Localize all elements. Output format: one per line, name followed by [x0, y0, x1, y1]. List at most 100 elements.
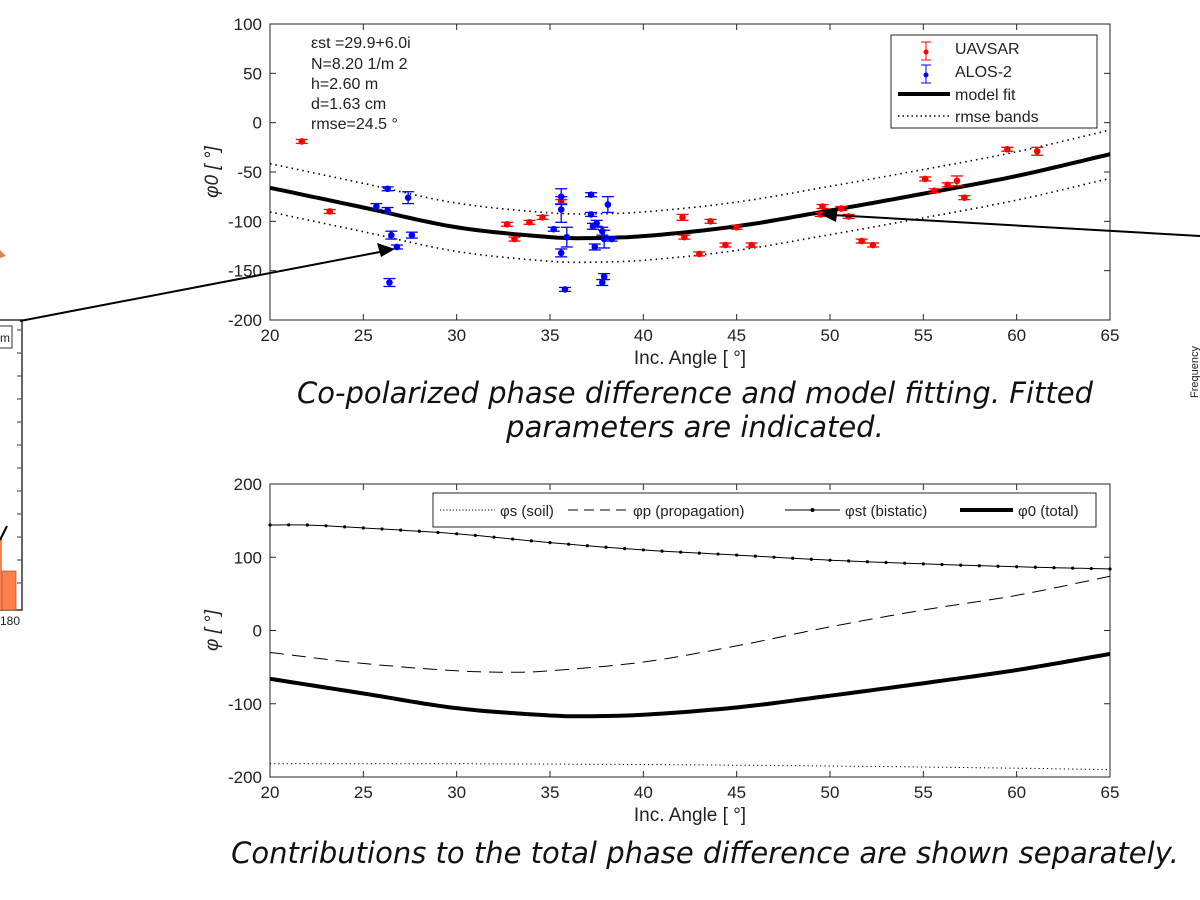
data-marker — [608, 235, 615, 243]
uavsar-point — [1031, 146, 1044, 156]
x-tick-label: 50 — [821, 326, 840, 345]
data-marker — [837, 205, 845, 212]
series-marker — [529, 539, 533, 543]
left-tick-label: 180 — [0, 614, 20, 628]
data-marker — [598, 279, 606, 286]
data-marker — [557, 249, 565, 257]
y-axis-label: φ0 [ °] — [202, 145, 223, 197]
series-marker — [1052, 566, 1056, 570]
x-tick-label: 60 — [1007, 326, 1026, 345]
series-marker — [921, 562, 925, 566]
legend-marker — [923, 49, 929, 55]
left-legend-fragment: m — [0, 331, 10, 345]
data-marker — [384, 185, 391, 193]
y-tick-label: -200 — [228, 768, 262, 787]
series-marker — [791, 556, 795, 560]
y-tick-label: 50 — [243, 64, 262, 83]
x-tick-label: 55 — [914, 783, 933, 802]
data-marker — [563, 233, 571, 241]
data-marker — [931, 187, 938, 195]
series-marker — [567, 542, 571, 546]
uavsar-point — [928, 187, 941, 195]
data-marker — [921, 175, 929, 183]
legend-label: ALOS-2 — [955, 64, 1012, 81]
alos2-point — [596, 226, 609, 236]
y-axis-label: φ [ °] — [202, 609, 223, 651]
data-marker — [550, 225, 558, 233]
x-tick-label: 45 — [727, 326, 746, 345]
series-marker — [697, 551, 701, 555]
x-tick-label: 25 — [354, 326, 373, 345]
series-marker — [1015, 565, 1019, 569]
series-marker — [1071, 566, 1075, 570]
x-tick-label: 20 — [261, 783, 280, 802]
series-marker — [641, 548, 645, 552]
alos2-point — [585, 191, 598, 198]
uavsar-point — [719, 241, 732, 249]
model-fit-line — [269, 152, 1111, 241]
data-marker — [858, 237, 866, 245]
series-marker — [585, 544, 589, 548]
caption-top: Co-polarized phase difference and model … — [297, 376, 1093, 444]
fit-parameter: εst =29.9+6.0i — [311, 35, 411, 52]
left-legend-box — [0, 325, 13, 349]
alos2-point — [585, 211, 598, 218]
alos2-point — [588, 243, 601, 251]
series-marker — [735, 553, 739, 557]
histogram-bar — [0, 538, 2, 610]
legend-marker — [923, 72, 929, 78]
series-marker — [884, 560, 888, 565]
x-tick-label: 50 — [821, 783, 840, 802]
y-tick-label: 0 — [253, 622, 262, 641]
arrow-line-left — [19, 250, 386, 322]
fit-parameter: N=8.20 1/m 2 — [311, 56, 408, 73]
alos2-point — [547, 225, 560, 233]
histogram-bar — [1, 570, 17, 611]
data-marker — [819, 203, 826, 210]
legend-label: UAVSAR — [955, 41, 1020, 58]
uavsar-point — [816, 203, 829, 210]
data-marker — [388, 231, 395, 239]
series-dashed-line — [269, 575, 1111, 673]
left-histogram-axes — [0, 319, 23, 611]
series-marker — [492, 535, 496, 539]
data-marker — [1004, 146, 1011, 153]
alos2-point — [385, 230, 398, 240]
series-dotted-line — [270, 763, 1111, 771]
series-marker — [903, 561, 907, 565]
right-ylabel-frequency: Frequency — [1189, 346, 1200, 398]
series-marker — [809, 557, 813, 561]
legend-label: rmse bands — [955, 109, 1039, 126]
data-marker — [526, 219, 533, 226]
x-tick-label: 35 — [541, 326, 560, 345]
arrow-head-left — [377, 243, 395, 257]
data-marker — [953, 177, 961, 185]
series-marker — [940, 562, 944, 567]
data-marker — [696, 250, 703, 258]
y-tick-label: 100 — [234, 15, 262, 34]
data-marker — [600, 273, 608, 280]
data-marker — [557, 206, 565, 213]
data-marker — [511, 235, 518, 243]
series-marker — [959, 563, 963, 567]
series-marker — [473, 533, 477, 538]
x-axis-label: Inc. Angle [ °] — [634, 348, 746, 369]
uavsar-point — [835, 205, 848, 212]
series-marker — [977, 564, 981, 568]
series-marker — [604, 545, 608, 549]
y-tick-label: -100 — [228, 695, 262, 714]
series-marker — [548, 541, 552, 545]
uavsar-point — [676, 213, 689, 221]
data-marker — [679, 214, 686, 221]
series-marker — [996, 564, 1000, 568]
alos2-point — [402, 191, 415, 205]
x-tick-label: 35 — [541, 783, 560, 802]
fit-parameter: d=1.63 cm — [311, 96, 386, 113]
data-marker — [591, 243, 599, 251]
y-tick-label: 100 — [234, 548, 262, 567]
series-marker — [772, 555, 776, 559]
uavsar-point — [323, 208, 336, 215]
x-tick-label: 30 — [447, 783, 466, 802]
legend-label: φp (propagation) — [633, 503, 744, 520]
series-thick-line — [269, 651, 1111, 719]
